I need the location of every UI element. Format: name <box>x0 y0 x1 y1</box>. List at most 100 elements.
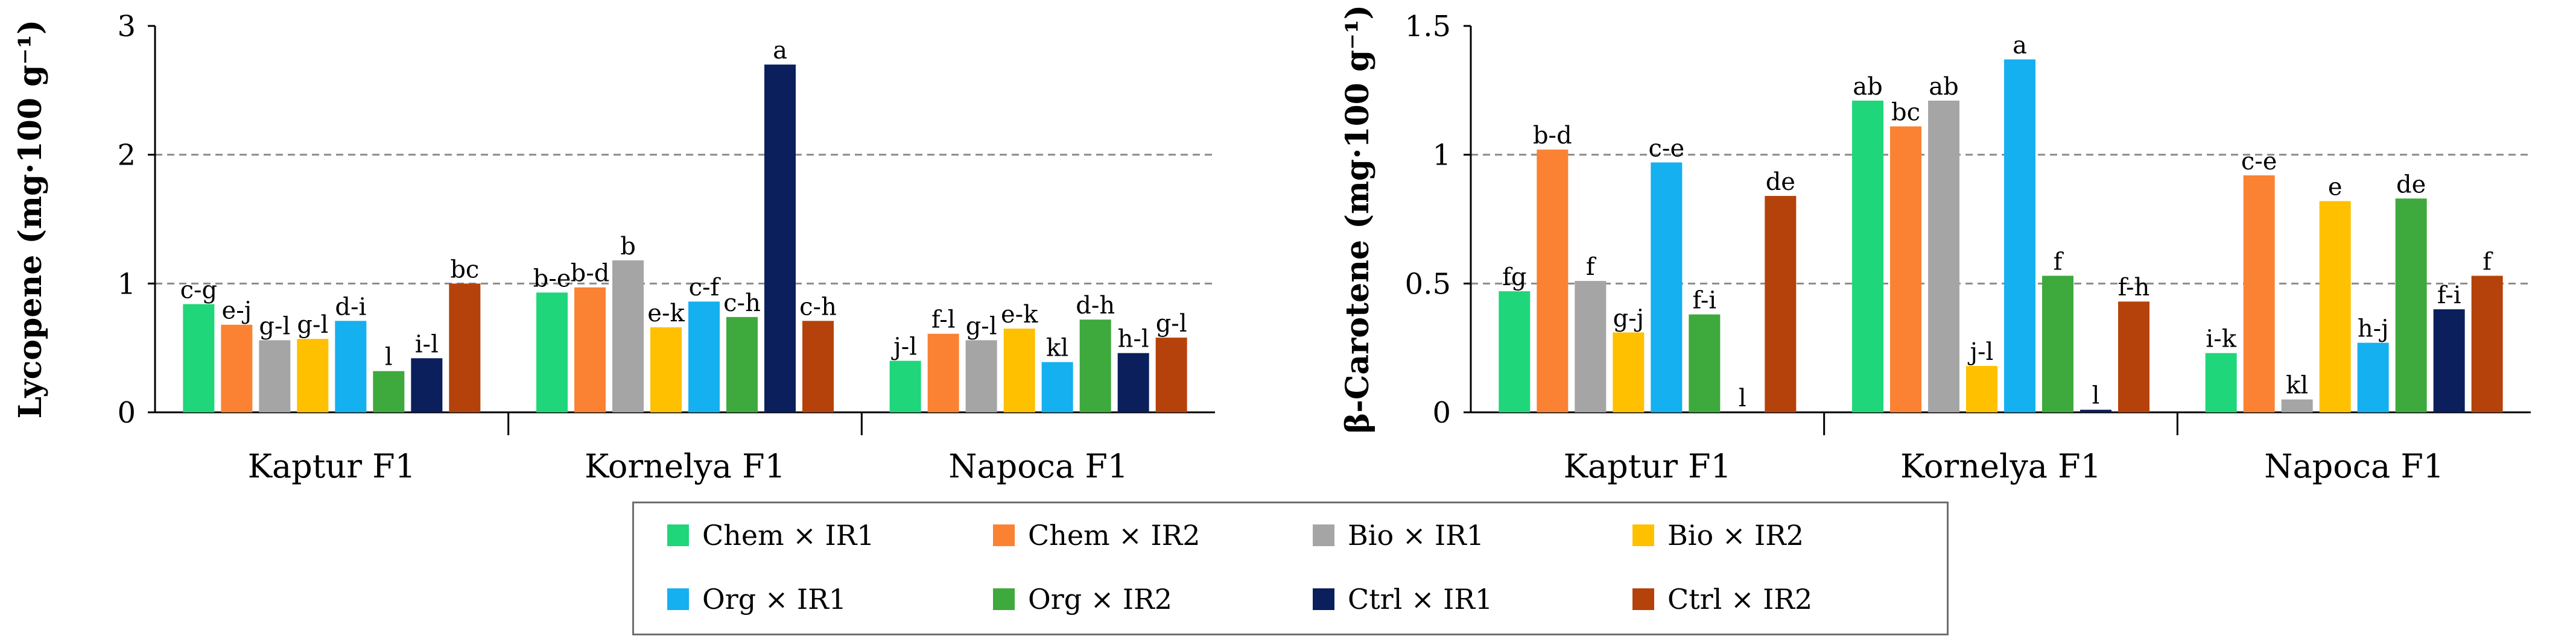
bar-significance-label: d-i <box>335 293 366 321</box>
bar-significance-label: b-e <box>533 265 571 292</box>
legend-swatch <box>993 524 1015 546</box>
y-tick-label: 0 <box>1432 396 1451 430</box>
bar-lycopene <box>1155 338 1187 412</box>
bar-significance-label: g-l <box>1156 310 1187 338</box>
y-tick-label: 0 <box>117 396 136 430</box>
bar-carotene <box>2319 201 2351 412</box>
bar-significance-label: g-l <box>259 312 290 340</box>
bar-lycopene <box>965 340 997 412</box>
bar-carotene <box>2281 399 2313 412</box>
bar-carotene <box>2243 175 2275 412</box>
bar-lycopene <box>1079 319 1111 412</box>
lycopene-chart: 0 1 2 3 Lycopene (mg·100 g⁻¹) Kaptur F1 c-ge-j… <box>12 10 1215 485</box>
bar-carotene <box>1499 291 1531 412</box>
legend-item: Org × IR2 <box>993 578 1172 620</box>
bar-carotene <box>1890 126 1921 412</box>
bar-lycopene <box>726 316 758 412</box>
bar-significance-label: l <box>1739 385 1746 412</box>
x-category-label: Napoca F1 <box>2264 447 2444 485</box>
bar-significance-label: ab <box>1853 73 1882 101</box>
bar-lycopene <box>802 321 834 412</box>
bar-lycopene <box>612 260 644 412</box>
bar-significance-label: f-l <box>931 306 956 334</box>
legend-swatch <box>1632 524 1654 546</box>
bar-significance-label: bc <box>450 256 479 283</box>
y-tick-label: 3 <box>117 10 136 43</box>
legend-swatch <box>993 588 1015 610</box>
bar-significance-label: l <box>2092 382 2100 410</box>
y-tick-label: 0.5 <box>1405 267 1451 301</box>
bar-carotene <box>1613 332 1645 412</box>
bar-lycopene <box>1117 353 1149 412</box>
y-tick-label: 1 <box>117 267 136 301</box>
y-tick-label: 1 <box>1432 139 1451 172</box>
bar-carotene <box>2004 59 2035 412</box>
x-category-label: Kornelya F1 <box>585 447 785 485</box>
bar-lycopene <box>449 283 481 412</box>
legend-label: Org × IR1 <box>702 583 847 615</box>
bar-significance-label: g-l <box>297 311 328 339</box>
bar-carotene <box>1651 162 1683 412</box>
y-axis-label: Lycopene (mg·100 g⁻¹) <box>12 20 49 419</box>
legend-item: Chem × IR2 <box>993 514 1201 556</box>
legend-label: Chem × IR2 <box>1028 519 1201 552</box>
bar-significance-label: f <box>1586 253 1597 281</box>
bar-carotene <box>2433 309 2465 412</box>
bar-lycopene <box>927 333 959 412</box>
bar-significance-label: e <box>2328 174 2343 201</box>
bar-carotene <box>2357 342 2389 412</box>
legend-label: Ctrl × IR1 <box>1348 583 1493 615</box>
bar-lycopene <box>259 340 291 412</box>
bar-significance-label: g-j <box>1613 305 1645 333</box>
legend-label: Org × IR2 <box>1028 583 1173 615</box>
bar-lycopene <box>183 304 215 412</box>
beta-carotene-chart: 0 0.5 1 1.5 β-Carotene (mg·100 g⁻¹) Kaptur F1… <box>1339 5 2531 485</box>
bar-significance-label: c-e <box>2241 148 2277 175</box>
bar-significance-label: i-l <box>415 330 439 358</box>
bar-lycopene <box>764 65 796 413</box>
bar-significance-label: c-e <box>1649 134 1685 162</box>
bar-significance-label: bc <box>1891 99 1920 127</box>
bar-significance-label: h-l <box>1118 326 1149 353</box>
legend-swatch <box>1313 588 1334 610</box>
bar-significance-label: b <box>620 233 636 260</box>
bar-carotene <box>2471 275 2503 412</box>
legend-item: Bio × IR2 <box>1632 514 1804 556</box>
bar-lycopene <box>335 321 367 412</box>
bar-significance-label: c-f <box>689 274 722 301</box>
legend-item: Org × IR1 <box>667 578 846 620</box>
legend-label: Bio × IR2 <box>1667 519 1804 552</box>
bar-carotene <box>1765 196 1797 412</box>
bar-lycopene <box>688 301 720 412</box>
bar-significance-label: b-d <box>571 260 610 288</box>
bar-significance-label: f <box>2482 248 2493 276</box>
legend-item: Bio × IR1 <box>1313 514 1484 556</box>
legend-item: Chem × IR1 <box>667 514 875 556</box>
bar-lycopene <box>574 287 606 412</box>
bar-lycopene <box>1003 329 1035 412</box>
bar-carotene <box>1689 314 1721 412</box>
legend-label: Bio × IR1 <box>1348 519 1485 552</box>
bar-significance-label: j-l <box>891 333 917 361</box>
bar-carotene <box>2118 301 2149 412</box>
bar-significance-label: a <box>773 37 787 65</box>
bar-carotene <box>2205 353 2237 412</box>
bar-significance-label: de <box>1766 168 1795 196</box>
bar-significance-label: c-g <box>180 277 218 304</box>
y-tick-label: 2 <box>117 139 136 172</box>
bar-lycopene <box>650 327 682 412</box>
bar-lycopene <box>1041 362 1073 412</box>
bar-significance-label: f <box>2054 248 2064 276</box>
x-category-label: Kaptur F1 <box>1564 447 1731 485</box>
y-axis-label: β-Carotene (mg·100 g⁻¹) <box>1339 5 1376 433</box>
legend-swatch <box>667 588 689 610</box>
legend-label: Ctrl × IR2 <box>1667 583 1813 615</box>
bar-significance-label: fg <box>1502 263 1526 291</box>
legend-swatch <box>667 524 689 546</box>
bar-significance-label: h-j <box>2358 315 2389 343</box>
bar-significance-label: de <box>2396 171 2426 198</box>
x-category-label: Kornelya F1 <box>1900 447 2101 485</box>
bar-lycopene <box>297 339 329 412</box>
bar-significance-label: c-h <box>723 289 761 317</box>
